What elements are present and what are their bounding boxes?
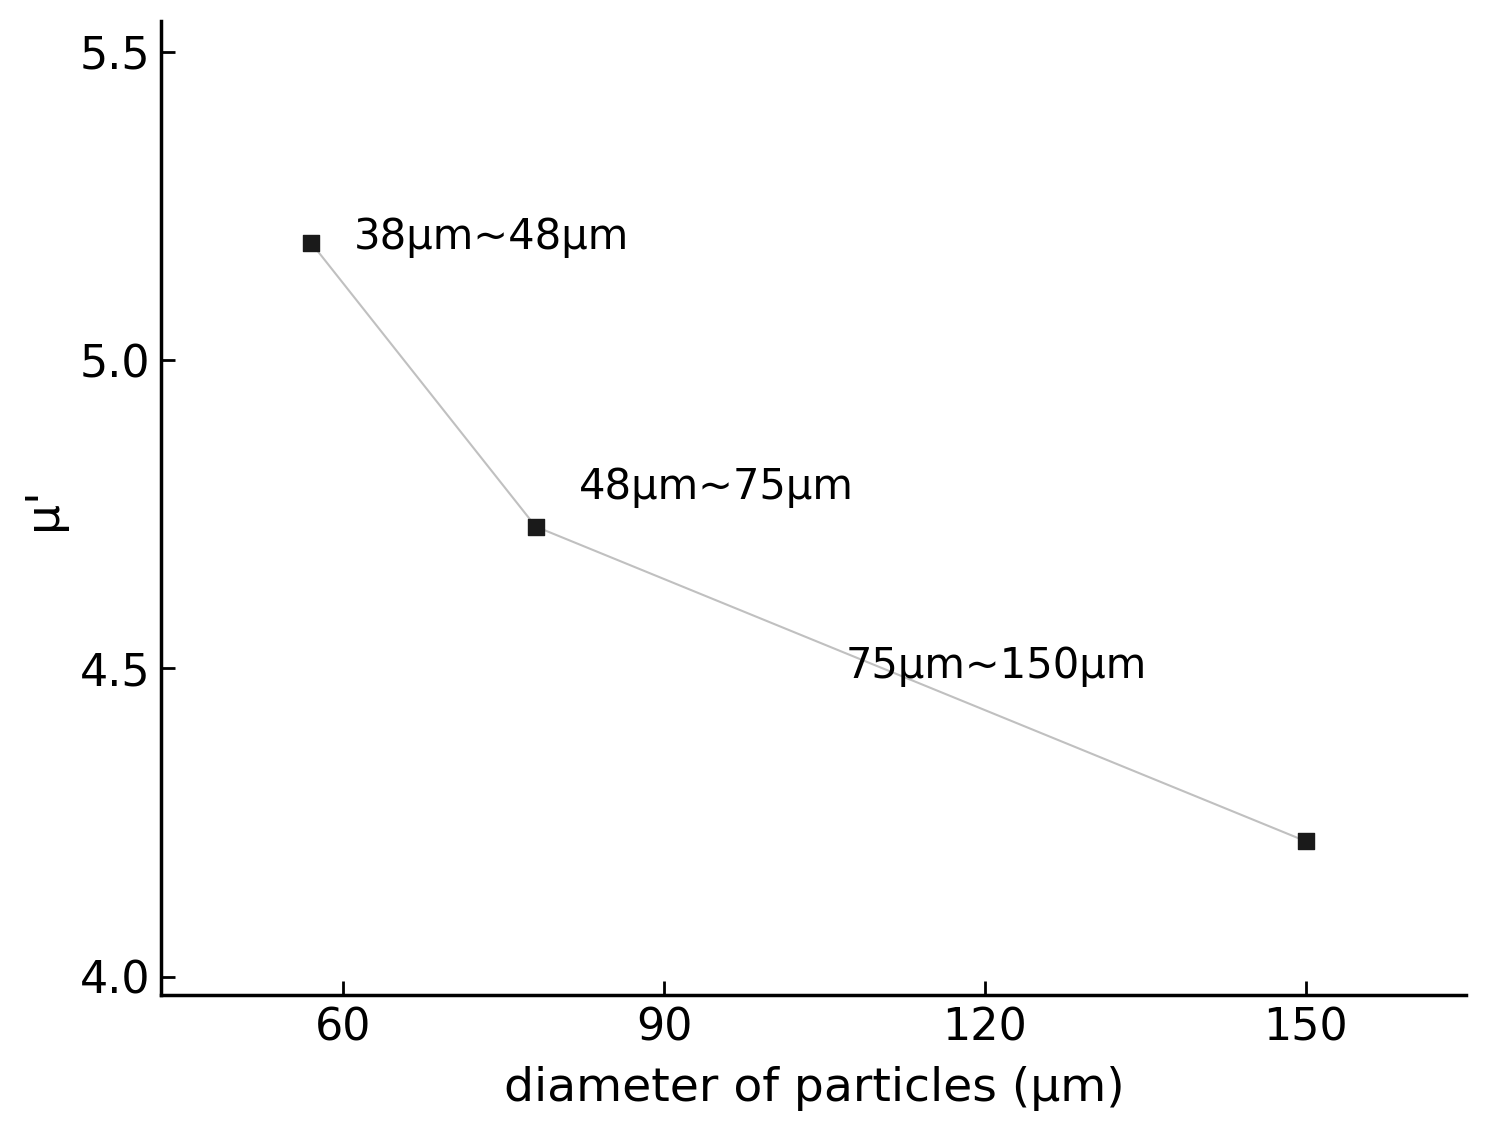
Point xyxy=(523,517,547,535)
X-axis label: diameter of particles (μm): diameter of particles (μm) xyxy=(504,1066,1124,1112)
Point xyxy=(299,234,323,252)
Text: 75μm~150μm: 75μm~150μm xyxy=(846,645,1146,687)
Text: 48μm~75μm: 48μm~75μm xyxy=(578,466,854,508)
Point xyxy=(1294,832,1317,850)
Text: 38μm~48μm: 38μm~48μm xyxy=(354,216,629,258)
Y-axis label: μ': μ' xyxy=(21,487,65,530)
